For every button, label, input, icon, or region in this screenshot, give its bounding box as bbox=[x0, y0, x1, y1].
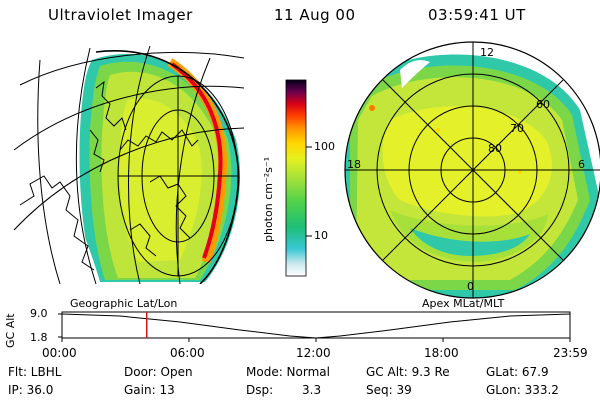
seq-info: Seq: 39 bbox=[366, 383, 412, 397]
mode-info: Mode: Normal bbox=[246, 365, 330, 379]
geographic-caption: Geographic Lat/Lon bbox=[70, 297, 178, 310]
mlat-label-60: 60 bbox=[536, 98, 550, 111]
time-label: 03:59:41 UT bbox=[428, 6, 526, 24]
mlt-label-6: 6 bbox=[578, 158, 585, 171]
polar-map bbox=[344, 41, 600, 299]
colorbar-tick-10: 10 bbox=[314, 229, 328, 242]
glat-info: GLat: 67.9 bbox=[486, 365, 549, 379]
timeline-ytick-9: 9.0 bbox=[30, 307, 48, 320]
filter-info: Flt: LBHL bbox=[8, 365, 62, 379]
mlat-label-70: 70 bbox=[510, 122, 524, 135]
timeline-ytick-1-8: 1.8 bbox=[30, 331, 48, 344]
timeline-xtick-0600: 06:00 bbox=[170, 346, 205, 360]
timeline-xtick-1800: 18:00 bbox=[424, 346, 459, 360]
ip-info: IP: 36.0 bbox=[8, 383, 54, 397]
mlt-label-12: 12 bbox=[480, 46, 494, 59]
apex-caption: Apex MLat/MLT bbox=[422, 297, 505, 310]
timeline-plot bbox=[58, 311, 571, 342]
dsp-value: 3.3 bbox=[302, 383, 322, 397]
door-info: Door: Open bbox=[124, 365, 193, 379]
mlat-label-80: 80 bbox=[488, 142, 502, 155]
instrument-title: Ultraviolet Imager bbox=[48, 6, 193, 24]
geographic-map bbox=[13, 45, 244, 284]
timeline-xtick-1200: 12:00 bbox=[296, 346, 331, 360]
colorbar bbox=[285, 79, 307, 277]
mlt-label-18: 18 bbox=[347, 158, 361, 171]
gain-info: Gain: 13 bbox=[124, 383, 175, 397]
colorbar-tick-100: 100 bbox=[314, 140, 335, 153]
timeline-xtick-0000: 00:00 bbox=[42, 346, 77, 360]
timeline-ylabel: GC Alt bbox=[4, 313, 17, 348]
date-label: 11 Aug 00 bbox=[274, 6, 356, 24]
timeline-xtick-2359: 23:59 bbox=[553, 346, 588, 360]
mlt-label-0: 0 bbox=[467, 280, 474, 293]
gc-alt-info: GC Alt: 9.3 Re bbox=[366, 365, 450, 379]
glon-info: GLon: 333.2 bbox=[486, 383, 559, 397]
colorbar-unit-label: photon cm⁻²s⁻¹ bbox=[262, 156, 275, 242]
dsp-label: Dsp: bbox=[246, 383, 274, 397]
